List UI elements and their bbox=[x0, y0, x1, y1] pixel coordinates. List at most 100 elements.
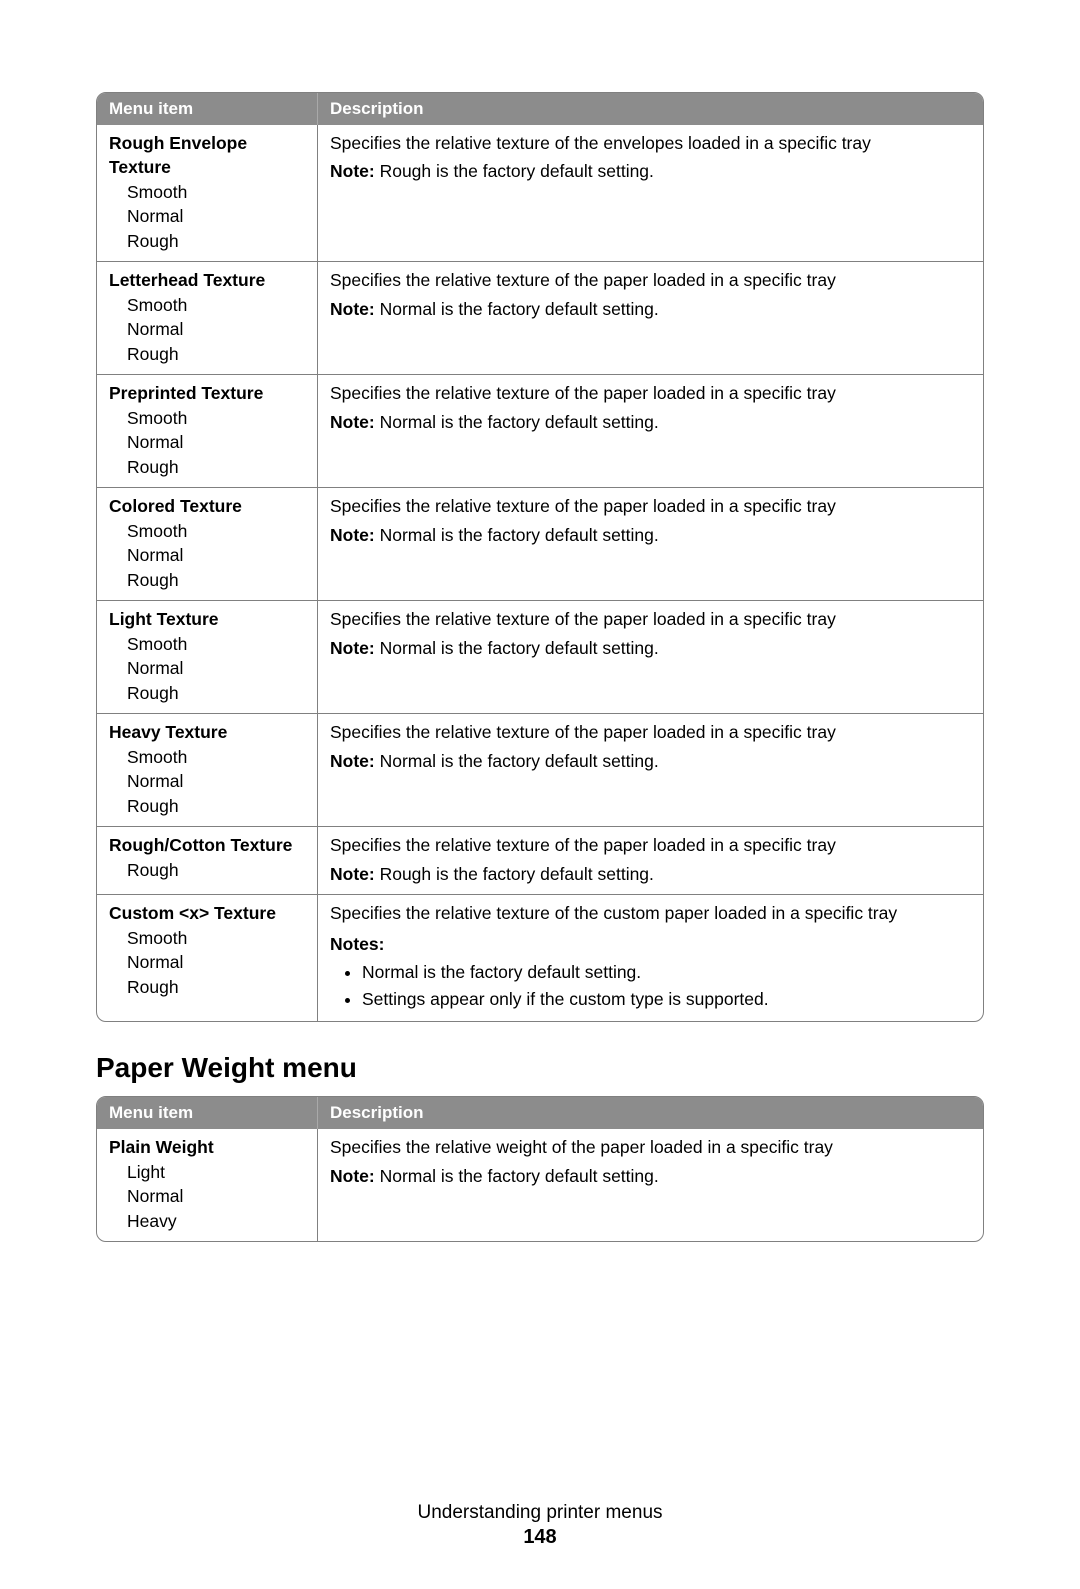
table-header-row: Menu item Description bbox=[97, 1097, 983, 1129]
menu-item-cell: Preprinted TextureSmoothNormalRough bbox=[97, 374, 317, 487]
col-header-menu-item: Menu item bbox=[97, 1097, 317, 1129]
table-header-row: Menu item Description bbox=[97, 93, 983, 125]
description-text: Specifies the relative weight of the pap… bbox=[330, 1135, 971, 1160]
description-text: Specifies the relative texture of the pa… bbox=[330, 833, 971, 858]
menu-item-option: Smooth bbox=[127, 632, 305, 657]
note-text: Normal is the factory default setting. bbox=[375, 751, 659, 771]
menu-item-option: Rough bbox=[127, 455, 305, 480]
menu-item-options: SmoothNormalRough bbox=[109, 293, 305, 367]
note-line: Note: Rough is the factory default setti… bbox=[330, 159, 971, 184]
note-text: Normal is the factory default setting. bbox=[375, 299, 659, 319]
note-line: Note: Normal is the factory default sett… bbox=[330, 749, 971, 774]
menu-item-option: Rough bbox=[127, 975, 305, 1000]
menu-item-option: Rough bbox=[127, 342, 305, 367]
table-row: Light TextureSmoothNormalRough Specifies … bbox=[97, 600, 983, 713]
page-footer: Understanding printer menus 148 bbox=[96, 1502, 984, 1549]
col-header-menu-item: Menu item bbox=[97, 93, 317, 125]
menu-item-options: LightNormalHeavy bbox=[109, 1160, 305, 1234]
menu-item-cell: Letterhead TextureSmoothNormalRough bbox=[97, 261, 317, 374]
description-text: Specifies the relative texture of the cu… bbox=[330, 901, 971, 926]
section-heading: Paper Weight menu bbox=[96, 1052, 984, 1084]
menu-item-cell: Rough Envelope TextureSmoothNormalRough bbox=[97, 125, 317, 262]
menu-item-option: Normal bbox=[127, 204, 305, 229]
menu-item-option: Smooth bbox=[127, 406, 305, 431]
table1-body: Rough Envelope TextureSmoothNormalRoughS… bbox=[97, 125, 983, 1022]
table-row: Letterhead TextureSmoothNormalRough Speci… bbox=[97, 261, 983, 374]
table-row: Preprinted TextureSmoothNormalRough Speci… bbox=[97, 374, 983, 487]
note-line: Note: Normal is the factory default sett… bbox=[330, 636, 971, 661]
table2-body: Plain WeightLightNormalHeavy Specifies th… bbox=[97, 1129, 983, 1241]
description-cell: Specifies the relative texture of the pa… bbox=[317, 713, 983, 826]
menu-item-title: Custom <x> Texture bbox=[109, 901, 305, 926]
menu-item-option: Normal bbox=[127, 656, 305, 681]
note-line: Note: Normal is the factory default sett… bbox=[330, 523, 971, 548]
menu-item-option: Rough bbox=[127, 568, 305, 593]
note-item: Normal is the factory default setting. bbox=[362, 960, 971, 985]
menu-item-option: Normal bbox=[127, 317, 305, 342]
table-row: Plain WeightLightNormalHeavy Specifies th… bbox=[97, 1129, 983, 1241]
description-cell: Specifies the relative weight of the pap… bbox=[317, 1129, 983, 1241]
menu-item-title: Colored Texture bbox=[109, 494, 305, 519]
note-text: Normal is the factory default setting. bbox=[375, 525, 659, 545]
notes-label: Notes: bbox=[330, 932, 971, 957]
menu-item-option: Smooth bbox=[127, 180, 305, 205]
menu-item-option: Normal bbox=[127, 543, 305, 568]
menu-item-title: Preprinted Texture bbox=[109, 381, 305, 406]
note-text: Normal is the factory default setting. bbox=[375, 412, 659, 432]
menu-item-option: Normal bbox=[127, 1184, 305, 1209]
menu-item-title: Rough Envelope Texture bbox=[109, 131, 305, 180]
note-line: Note: Normal is the factory default sett… bbox=[330, 297, 971, 322]
note-line: Note: Normal is the factory default sett… bbox=[330, 1164, 971, 1189]
menu-item-option: Rough bbox=[127, 229, 305, 254]
menu-item-title: Heavy Texture bbox=[109, 720, 305, 745]
weight-menu-table: Menu item Description Plain WeightLightN… bbox=[96, 1096, 984, 1242]
menu-item-option: Smooth bbox=[127, 293, 305, 318]
description-text: Specifies the relative texture of the pa… bbox=[330, 607, 971, 632]
menu-item-options: SmoothNormalRough bbox=[109, 180, 305, 254]
menu-item-option: Rough bbox=[127, 681, 305, 706]
menu-item-title: Rough/Cotton Texture bbox=[109, 833, 305, 858]
note-text: Rough is the factory default setting. bbox=[375, 161, 654, 181]
menu-item-options: SmoothNormalRough bbox=[109, 926, 305, 1000]
description-cell: Specifies the relative texture of the pa… bbox=[317, 826, 983, 894]
menu-item-cell: Custom <x> TextureSmoothNormalRough bbox=[97, 894, 317, 1021]
description-cell: Specifies the relative texture of the cu… bbox=[317, 894, 983, 1021]
note-text: Normal is the factory default setting. bbox=[375, 1166, 659, 1186]
note-text: Rough is the factory default setting. bbox=[375, 864, 654, 884]
menu-item-option: Normal bbox=[127, 950, 305, 975]
note-text: Normal is the factory default setting. bbox=[375, 638, 659, 658]
description-text: Specifies the relative texture of the pa… bbox=[330, 268, 971, 293]
table-row: Rough/Cotton TextureRough Specifies the r… bbox=[97, 826, 983, 894]
menu-item-option: Smooth bbox=[127, 519, 305, 544]
table-row: Custom <x> TextureSmoothNormalRough Speci… bbox=[97, 894, 983, 1021]
col-header-description: Description bbox=[317, 93, 983, 125]
menu-item-options: SmoothNormalRough bbox=[109, 406, 305, 480]
menu-item-options: Rough bbox=[109, 858, 305, 883]
menu-item-cell: Rough/Cotton TextureRough bbox=[97, 826, 317, 894]
menu-item-title: Plain Weight bbox=[109, 1135, 305, 1160]
col-header-description: Description bbox=[317, 1097, 983, 1129]
menu-item-title: Light Texture bbox=[109, 607, 305, 632]
menu-item-options: SmoothNormalRough bbox=[109, 745, 305, 819]
description-cell: Specifies the relative texture of the pa… bbox=[317, 600, 983, 713]
menu-item-cell: Light TextureSmoothNormalRough bbox=[97, 600, 317, 713]
page-number: 148 bbox=[96, 1526, 984, 1549]
menu-item-cell: Heavy TextureSmoothNormalRough bbox=[97, 713, 317, 826]
table-row: Colored TextureSmoothNormalRough Specifie… bbox=[97, 487, 983, 600]
menu-item-option: Heavy bbox=[127, 1209, 305, 1234]
description-text: Specifies the relative texture of the pa… bbox=[330, 720, 971, 745]
description-cell: Specifies the relative texture of the en… bbox=[317, 125, 983, 262]
description-cell: Specifies the relative texture of the pa… bbox=[317, 487, 983, 600]
menu-item-option: Smooth bbox=[127, 926, 305, 951]
description-cell: Specifies the relative texture of the pa… bbox=[317, 261, 983, 374]
description-text: Specifies the relative texture of the pa… bbox=[330, 381, 971, 406]
menu-item-option: Light bbox=[127, 1160, 305, 1185]
footer-text: Understanding printer menus bbox=[96, 1502, 984, 1524]
menu-item-option: Rough bbox=[127, 794, 305, 819]
description-text: Specifies the relative texture of the en… bbox=[330, 131, 971, 156]
menu-item-option: Smooth bbox=[127, 745, 305, 770]
table-row: Heavy TextureSmoothNormalRough Specifies … bbox=[97, 713, 983, 826]
notes-list: Normal is the factory default setting.Se… bbox=[330, 960, 971, 1011]
menu-item-option: Rough bbox=[127, 858, 305, 883]
page-content: Menu item Description Rough Envelope Tex… bbox=[0, 0, 1080, 1589]
